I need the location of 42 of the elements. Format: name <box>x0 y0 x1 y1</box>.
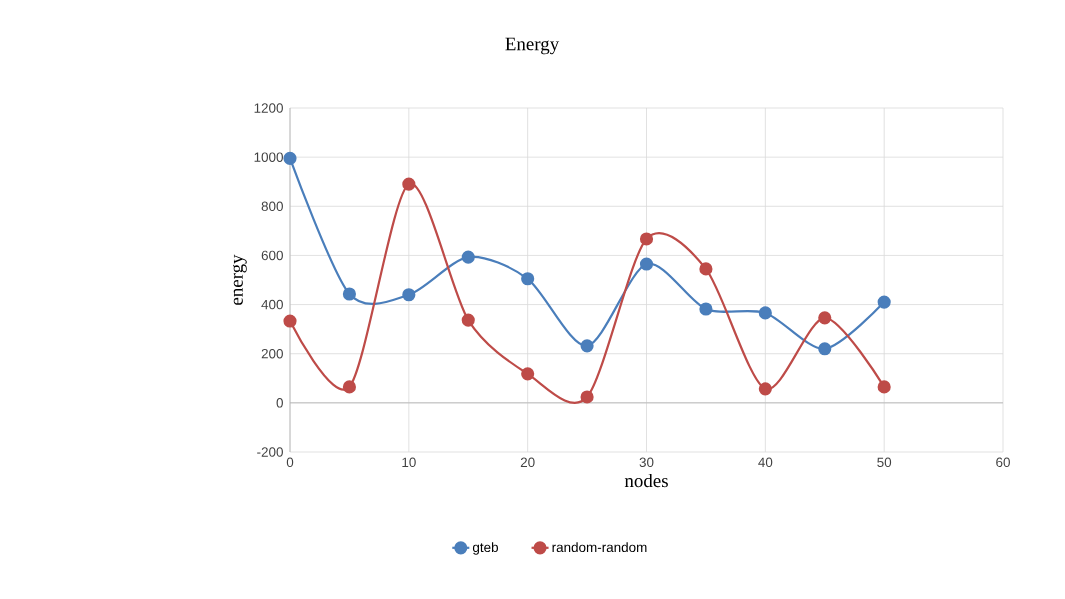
y-tick-label: 1000 <box>254 152 283 162</box>
x-tick-label: 40 <box>758 457 773 468</box>
point <box>461 250 475 264</box>
point <box>639 232 654 246</box>
point <box>402 288 416 302</box>
point <box>580 339 594 353</box>
y-tick-label: 400 <box>261 299 283 310</box>
point <box>342 287 356 301</box>
point <box>877 380 891 394</box>
x-tick-label: 60 <box>996 457 1010 468</box>
y-axis-title: energy <box>232 254 247 305</box>
point <box>580 390 594 404</box>
y-tick-label: -200 <box>257 447 283 457</box>
point <box>877 295 891 309</box>
y-tick-label: 800 <box>261 201 283 212</box>
chart-title: Energy <box>505 37 560 55</box>
point <box>521 367 535 381</box>
point <box>639 257 654 271</box>
x-tick-label: 20 <box>520 457 535 468</box>
point <box>283 314 297 328</box>
x-tick-label: 50 <box>877 457 892 468</box>
y-tick-label: 600 <box>261 250 283 261</box>
x-axis-title: nodes <box>624 473 668 488</box>
point <box>461 313 475 327</box>
point <box>818 311 832 325</box>
point <box>342 380 356 394</box>
point <box>758 382 772 396</box>
y-tick-label: 200 <box>261 348 283 359</box>
y-tick-label: 1200 <box>254 103 283 113</box>
legend-label: random-random <box>552 542 647 553</box>
point <box>402 177 416 191</box>
y-tick-label: 0 <box>276 398 283 408</box>
point <box>699 262 713 276</box>
point <box>699 302 713 316</box>
x-tick-label: 10 <box>402 457 416 468</box>
x-tick-label: 30 <box>639 457 654 468</box>
point <box>818 342 832 356</box>
legend-label: gteb <box>472 542 498 555</box>
x-tick-label: 0 <box>286 457 294 468</box>
point <box>283 151 297 165</box>
point <box>758 306 772 320</box>
point <box>521 272 535 286</box>
